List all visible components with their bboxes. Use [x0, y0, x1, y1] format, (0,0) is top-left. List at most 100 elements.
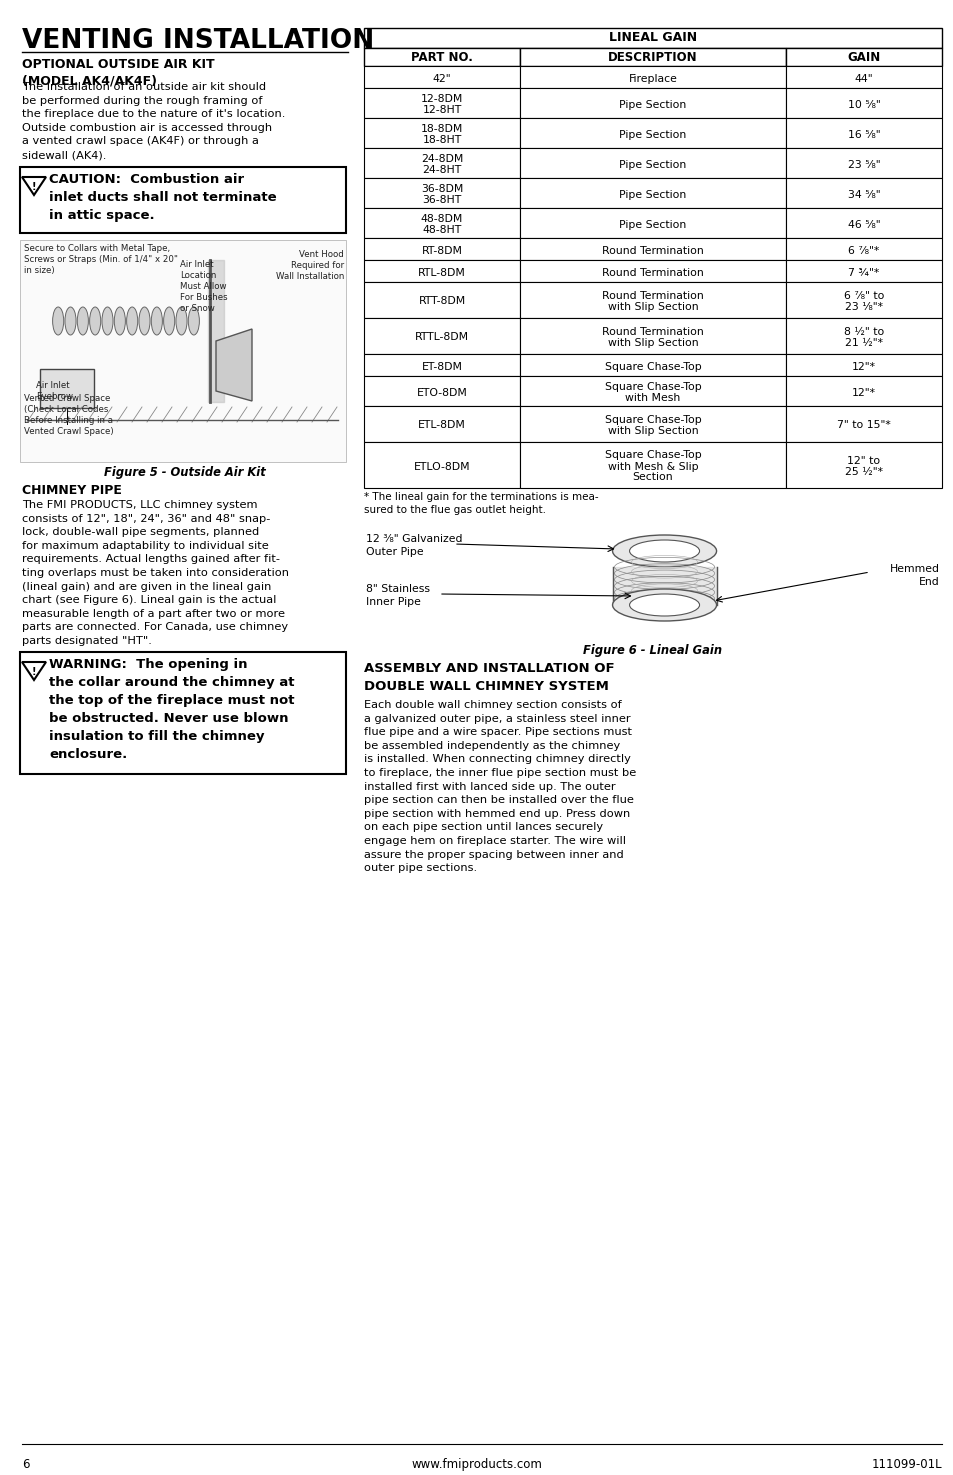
FancyBboxPatch shape — [20, 240, 346, 462]
FancyBboxPatch shape — [785, 260, 941, 282]
FancyBboxPatch shape — [364, 282, 519, 319]
Text: 10 ⁵⁄₈": 10 ⁵⁄₈" — [846, 99, 880, 109]
FancyBboxPatch shape — [785, 442, 941, 488]
Text: 12-8HT: 12-8HT — [422, 105, 461, 115]
FancyBboxPatch shape — [785, 282, 941, 319]
Text: 48-8HT: 48-8HT — [422, 226, 461, 235]
Ellipse shape — [152, 307, 162, 335]
Text: RTTL-8DM: RTTL-8DM — [415, 332, 469, 342]
Text: 34 ⁵⁄₈": 34 ⁵⁄₈" — [847, 189, 880, 199]
Text: Vent Hood
Required for
Wall Installation: Vent Hood Required for Wall Installation — [275, 249, 344, 282]
Text: RTL-8DM: RTL-8DM — [417, 267, 465, 277]
FancyBboxPatch shape — [364, 208, 519, 237]
Text: CHIMNEY PIPE: CHIMNEY PIPE — [22, 484, 122, 497]
Text: 23 ¹⁄₈"*: 23 ¹⁄₈"* — [844, 302, 882, 313]
Ellipse shape — [102, 307, 113, 335]
Text: 48-8DM: 48-8DM — [420, 214, 463, 224]
Text: with Mesh & Slip: with Mesh & Slip — [607, 462, 698, 472]
Text: Section: Section — [632, 472, 673, 482]
FancyBboxPatch shape — [785, 66, 941, 88]
FancyBboxPatch shape — [519, 88, 785, 118]
Polygon shape — [22, 662, 46, 680]
Ellipse shape — [629, 540, 699, 562]
Text: !: ! — [31, 181, 36, 192]
Text: 25 ½"*: 25 ½"* — [844, 468, 882, 476]
Text: 7" to 15"*: 7" to 15"* — [836, 420, 890, 431]
Polygon shape — [22, 177, 46, 195]
FancyBboxPatch shape — [519, 178, 785, 208]
FancyBboxPatch shape — [519, 354, 785, 376]
Text: The installation of an outside air kit should
be performed during the rough fram: The installation of an outside air kit s… — [22, 83, 285, 159]
Text: 36-8HT: 36-8HT — [422, 195, 461, 205]
FancyBboxPatch shape — [364, 442, 519, 488]
FancyBboxPatch shape — [519, 237, 785, 260]
Text: 8 ½" to: 8 ½" to — [843, 327, 883, 336]
Text: Round Termination: Round Termination — [601, 245, 703, 255]
Text: DESCRIPTION: DESCRIPTION — [608, 52, 697, 63]
FancyBboxPatch shape — [364, 406, 519, 442]
Text: PART NO.: PART NO. — [411, 52, 473, 63]
Text: 46 ⁵⁄₈": 46 ⁵⁄₈" — [847, 220, 880, 230]
Ellipse shape — [188, 307, 199, 335]
FancyBboxPatch shape — [519, 49, 785, 66]
FancyBboxPatch shape — [785, 237, 941, 260]
Text: LINEAL GAIN: LINEAL GAIN — [608, 31, 697, 44]
Text: ETO-8DM: ETO-8DM — [416, 388, 467, 397]
Ellipse shape — [139, 307, 150, 335]
FancyBboxPatch shape — [785, 178, 941, 208]
Text: Secure to Collars with Metal Tape,
Screws or Straps (Min. of 1/4" x 20"
in size): Secure to Collars with Metal Tape, Screw… — [24, 243, 178, 276]
Text: with Slip Section: with Slip Section — [607, 338, 698, 348]
Text: 18-8DM: 18-8DM — [420, 124, 463, 134]
Ellipse shape — [612, 589, 716, 621]
Text: Pipe Section: Pipe Section — [618, 220, 686, 230]
Text: 8" Stainless
Inner Pipe: 8" Stainless Inner Pipe — [366, 584, 430, 608]
Text: Fireplace: Fireplace — [628, 74, 677, 84]
Text: CAUTION:  Combustion air
inlet ducts shall not terminate
in attic space.: CAUTION: Combustion air inlet ducts shal… — [49, 173, 276, 223]
Text: WARNING:  The opening in
the collar around the chimney at
the top of the firepla: WARNING: The opening in the collar aroun… — [49, 658, 294, 761]
FancyBboxPatch shape — [364, 376, 519, 406]
Ellipse shape — [90, 307, 101, 335]
FancyBboxPatch shape — [519, 282, 785, 319]
FancyBboxPatch shape — [785, 208, 941, 237]
Ellipse shape — [164, 307, 174, 335]
FancyBboxPatch shape — [519, 148, 785, 178]
FancyBboxPatch shape — [364, 178, 519, 208]
FancyBboxPatch shape — [519, 118, 785, 148]
Ellipse shape — [65, 307, 76, 335]
Text: Square Chase-Top: Square Chase-Top — [604, 361, 700, 372]
Text: 12-8DM: 12-8DM — [420, 94, 463, 105]
Text: 18-8HT: 18-8HT — [422, 136, 461, 145]
FancyBboxPatch shape — [519, 260, 785, 282]
Text: Round Termination: Round Termination — [601, 291, 703, 301]
Text: Hemmed
End: Hemmed End — [889, 563, 939, 587]
Text: 44": 44" — [854, 74, 872, 84]
Text: Vented Crawl Space
(Check Local Codes
Before Installing in a
Vented Crawl Space): Vented Crawl Space (Check Local Codes Be… — [24, 394, 113, 437]
Text: 6: 6 — [22, 1457, 30, 1471]
Text: with Mesh: with Mesh — [625, 392, 679, 403]
FancyBboxPatch shape — [785, 118, 941, 148]
FancyBboxPatch shape — [785, 406, 941, 442]
FancyBboxPatch shape — [20, 167, 346, 233]
Text: Each double wall chimney section consists of
a galvanized outer pipe, a stainles: Each double wall chimney section consist… — [364, 701, 636, 873]
FancyBboxPatch shape — [785, 376, 941, 406]
FancyBboxPatch shape — [785, 319, 941, 354]
FancyBboxPatch shape — [785, 148, 941, 178]
Ellipse shape — [629, 594, 699, 617]
Text: !: ! — [31, 667, 36, 677]
FancyBboxPatch shape — [519, 442, 785, 488]
FancyBboxPatch shape — [785, 354, 941, 376]
FancyBboxPatch shape — [364, 49, 519, 66]
Text: Round Termination: Round Termination — [601, 267, 703, 277]
Text: VENTING INSTALLATION: VENTING INSTALLATION — [22, 28, 374, 55]
Text: RTT-8DM: RTT-8DM — [418, 296, 465, 307]
Text: 12"*: 12"* — [851, 388, 875, 397]
FancyBboxPatch shape — [785, 88, 941, 118]
Text: 12"*: 12"* — [851, 361, 875, 372]
FancyBboxPatch shape — [364, 118, 519, 148]
Text: Air Inlet
Eyebrow: Air Inlet Eyebrow — [36, 381, 73, 401]
Text: The FMI PRODUCTS, LLC chimney system
consists of 12", 18", 24", 36" and 48" snap: The FMI PRODUCTS, LLC chimney system con… — [22, 500, 289, 646]
FancyBboxPatch shape — [364, 28, 941, 49]
FancyBboxPatch shape — [519, 406, 785, 442]
FancyBboxPatch shape — [40, 369, 94, 409]
Ellipse shape — [52, 307, 64, 335]
